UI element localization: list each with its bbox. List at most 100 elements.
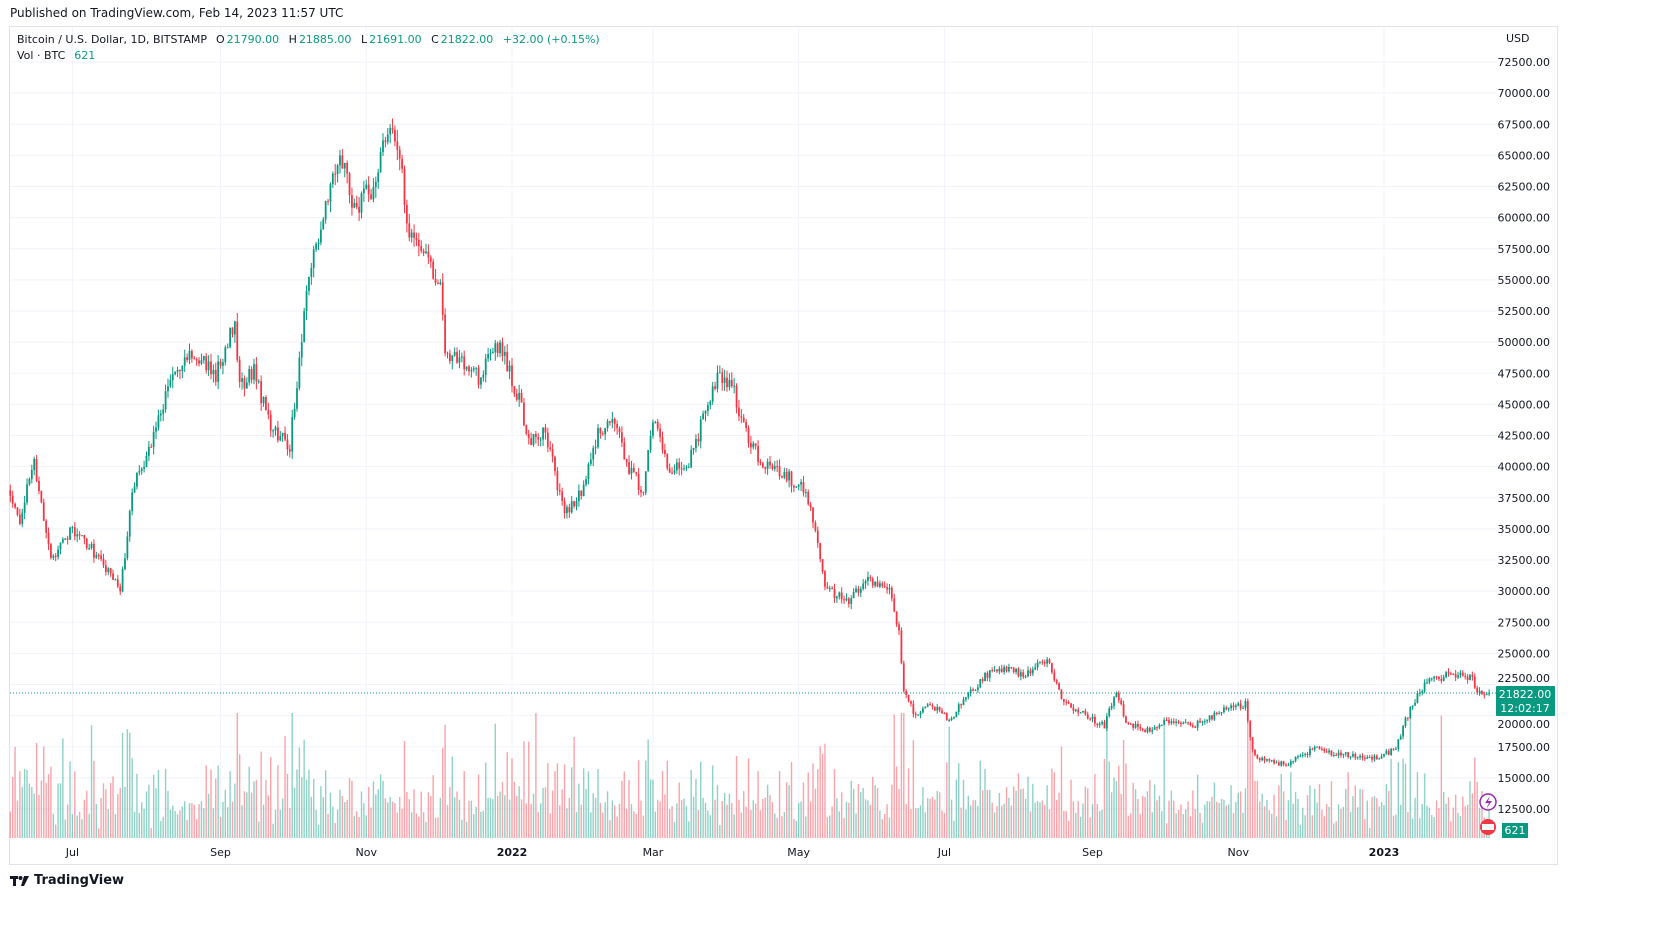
candle [1342, 753, 1345, 756]
candle [1199, 720, 1201, 723]
volume-bar [829, 815, 831, 838]
volume-bar [969, 805, 972, 838]
candle [632, 467, 635, 473]
candle [1094, 716, 1096, 724]
candle [773, 466, 776, 469]
candle [601, 433, 604, 435]
volume-bar [962, 779, 965, 838]
volume-bar [219, 816, 222, 838]
candle [1416, 693, 1419, 703]
volume-bar [289, 807, 291, 838]
candle [253, 364, 255, 380]
candle [1363, 757, 1366, 759]
volume-bar [1055, 800, 1058, 838]
volume-bar [747, 758, 750, 838]
volume-bar [1075, 812, 1077, 838]
volume-bar [1230, 785, 1232, 838]
candle [102, 558, 105, 566]
volume-bar [305, 779, 308, 838]
volume-bar [406, 791, 408, 838]
candle [781, 476, 783, 478]
volume-bar [231, 801, 234, 838]
volume-bar [740, 812, 743, 838]
volume-bar [1347, 772, 1349, 838]
volume-bar [1022, 788, 1024, 838]
footer-brand[interactable]: TradingView [10, 873, 124, 888]
volume-bar [637, 760, 640, 838]
volume-bar [253, 781, 255, 838]
candle [1000, 668, 1003, 672]
candle [826, 586, 829, 589]
candle [685, 467, 688, 469]
volume-bar [1349, 812, 1352, 838]
volume-bar [408, 799, 410, 838]
volume-bar [1153, 784, 1156, 838]
candle [1225, 707, 1228, 710]
flag-icon[interactable] [1480, 819, 1496, 835]
volume-bar [279, 809, 281, 838]
candle [52, 555, 55, 558]
volume-bar [1423, 773, 1426, 838]
volume-bar [224, 789, 227, 838]
volume-bar [1419, 818, 1421, 838]
price-tick-label: 45000.00 [1498, 398, 1551, 411]
candle [35, 458, 38, 481]
candle [131, 492, 134, 512]
candle [1132, 723, 1135, 728]
candle [499, 342, 501, 354]
close-label: C [431, 33, 439, 46]
candle [1208, 715, 1211, 720]
candle [1003, 666, 1006, 672]
candle [1172, 721, 1175, 723]
candle [888, 587, 891, 590]
published-caption: Published on TradingView.com, Feb 14, 20… [10, 6, 344, 20]
volume-bar [1299, 825, 1302, 838]
candle [1318, 746, 1321, 749]
volume-bar [1481, 791, 1483, 838]
volume-bar [1158, 795, 1161, 838]
volume-bar [40, 780, 43, 838]
candle [1039, 661, 1041, 663]
volume-bar [310, 796, 313, 838]
candle [876, 581, 879, 587]
volume-bar [446, 805, 449, 838]
volume-bar [492, 799, 494, 838]
volume-bar [1330, 781, 1333, 838]
candle [300, 342, 303, 358]
candle [1320, 748, 1323, 750]
volume-bar [377, 789, 379, 838]
symbol-title[interactable]: Bitcoin / U.S. Dollar, 1D, BITSTAMP [17, 33, 207, 46]
volume-bar [286, 773, 289, 838]
candle [948, 719, 951, 721]
candle [1478, 690, 1481, 693]
candle [558, 489, 561, 492]
candle [1177, 721, 1180, 724]
volume-bar [301, 777, 303, 838]
volume-bar [704, 802, 707, 838]
candle [45, 520, 48, 533]
volume-bar [1187, 801, 1189, 838]
candle [530, 438, 533, 445]
candles [9, 118, 1491, 768]
candle [121, 569, 124, 592]
volume-bar [95, 804, 98, 838]
volume-bar [838, 811, 840, 838]
volume-bar [757, 771, 759, 838]
lightning-icon[interactable] [1479, 793, 1497, 811]
volume-bar [1182, 814, 1185, 838]
volume-bar [967, 795, 969, 838]
candle [819, 543, 822, 560]
candle [1015, 668, 1017, 673]
candle [1041, 661, 1044, 663]
volume-bar [1130, 813, 1132, 838]
price-tick-label: 55000.00 [1498, 274, 1551, 287]
candle [1356, 757, 1359, 759]
candle [183, 357, 186, 366]
volume-bar [814, 788, 817, 838]
candle [164, 391, 167, 410]
volume-bar [236, 713, 238, 838]
candle [1347, 752, 1350, 757]
volume-bar [989, 790, 991, 838]
chart-frame[interactable] [9, 26, 1558, 865]
